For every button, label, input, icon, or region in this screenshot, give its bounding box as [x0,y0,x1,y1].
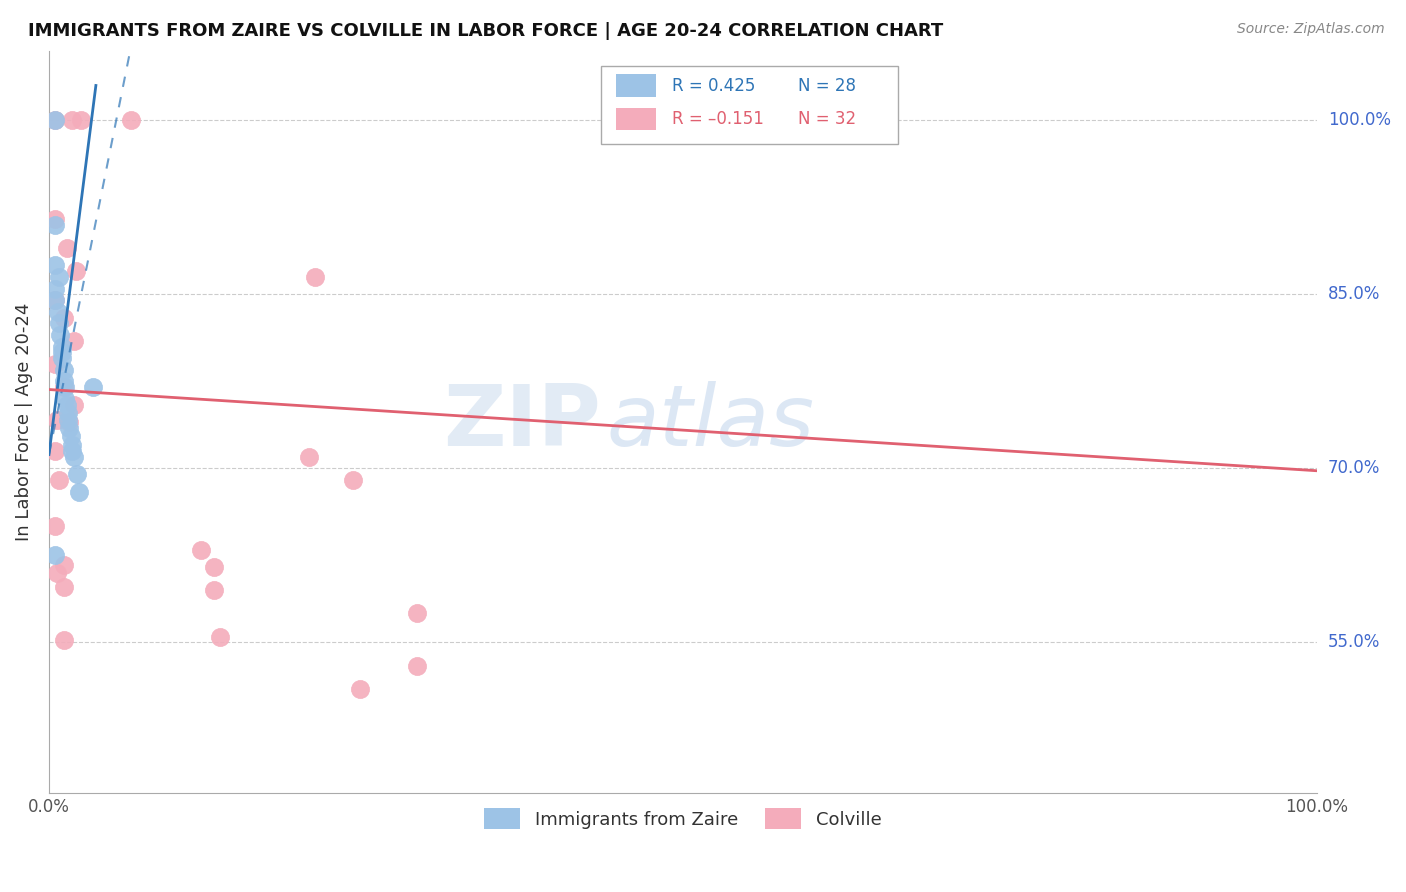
Point [51,340,73,354]
Point [60,444,83,458]
Point [53,580,76,594]
Text: R = 0.425: R = 0.425 [672,77,755,95]
Point [190,542,212,557]
Point [44,444,66,458]
Point [58,421,80,435]
Point [44,357,66,371]
Point [44,218,66,232]
Text: atlas: atlas [607,381,815,464]
Point [63,450,86,464]
Point [53,558,76,572]
Point [55,398,77,412]
Text: Source: ZipAtlas.com: Source: ZipAtlas.com [1237,22,1385,37]
Point [67,484,90,499]
Point [304,269,326,284]
Point [44,258,66,272]
Point [48,473,70,487]
Point [58,415,80,429]
Point [48,269,70,284]
Point [405,607,427,621]
Point [44,549,66,563]
Point [53,363,76,377]
Point [49,328,72,343]
Point [53,375,76,389]
Point [44,113,66,128]
Point [53,310,76,325]
Point [44,293,66,308]
Point [55,380,77,394]
Point [65,264,87,278]
Legend: Immigrants from Zaire, Colville: Immigrants from Zaire, Colville [477,801,889,837]
Point [202,560,225,574]
Point [298,450,321,464]
Point [44,211,66,226]
Point [63,334,86,348]
Bar [616,74,657,96]
Text: 70.0%: 70.0% [1329,459,1381,477]
Text: R = –0.151: R = –0.151 [672,110,763,128]
Point [63,398,86,412]
Point [60,438,83,452]
Point [51,345,73,359]
Point [53,380,76,394]
Point [202,583,225,598]
Y-axis label: In Labor Force | Age 20-24: In Labor Force | Age 20-24 [15,302,32,541]
Point [405,658,427,673]
Point [55,241,77,255]
Text: ZIP: ZIP [443,381,600,464]
Point [82,380,104,394]
Point [44,282,66,296]
Text: IMMIGRANTS FROM ZAIRE VS COLVILLE IN LABOR FORCE | AGE 20-24 CORRELATION CHART: IMMIGRANTS FROM ZAIRE VS COLVILLE IN LAB… [28,22,943,40]
Point [66,467,89,482]
Point [69,113,91,128]
Point [60,113,83,128]
Text: 85.0%: 85.0% [1329,285,1381,303]
Point [44,113,66,128]
Point [53,633,76,648]
Point [46,305,69,319]
Text: N = 32: N = 32 [799,110,856,128]
Point [209,630,232,644]
Text: 100.0%: 100.0% [1329,112,1391,129]
Point [48,317,70,331]
Point [120,113,142,128]
Point [342,473,364,487]
Point [59,429,82,443]
Point [44,519,66,533]
Text: 55.0%: 55.0% [1329,633,1381,651]
Text: N = 28: N = 28 [799,77,856,95]
Bar [616,108,657,130]
Point [51,351,73,366]
FancyBboxPatch shape [600,65,898,144]
Point [44,293,66,308]
Point [55,392,77,406]
Point [45,413,67,427]
Point [56,413,79,427]
Point [349,681,371,696]
Point [45,566,67,580]
Point [56,406,79,420]
